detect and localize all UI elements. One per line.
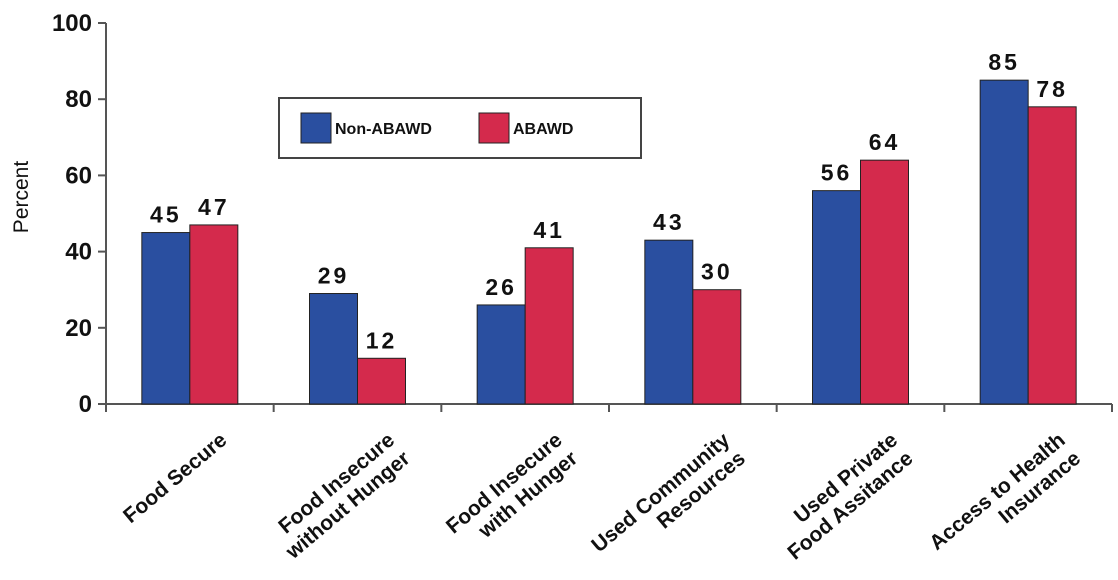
y-axis: 0 20 40 60 80 100: [52, 10, 107, 418]
y-tick-label: 40: [65, 239, 92, 266]
x-axis: [105, 403, 1113, 412]
legend: Non-ABAWD ABAWD: [278, 97, 642, 159]
bar-non-abawd: [476, 304, 526, 405]
bar-non-abawd: [141, 232, 191, 405]
data-label: 43: [653, 209, 685, 235]
y-tick-label: 0: [79, 391, 92, 418]
legend-swatch: [478, 112, 510, 144]
bar-abawd: [860, 159, 909, 405]
legend-label: ABAWD: [513, 121, 573, 138]
y-tick-label: 80: [65, 86, 92, 113]
data-label: 26: [485, 274, 517, 300]
y-axis-label: Percent: [10, 161, 33, 234]
bar-non-abawd: [309, 293, 358, 405]
data-label: 47: [198, 194, 230, 220]
legend-box: [278, 97, 642, 159]
bar-non-abawd: [812, 190, 861, 405]
data-label: 30: [701, 259, 733, 285]
bar-non-abawd: [979, 79, 1029, 405]
bar-abawd: [189, 224, 239, 405]
data-label: 29: [318, 263, 350, 289]
data-label: 41: [533, 217, 565, 243]
data-label: 45: [150, 202, 182, 228]
data-label: 56: [821, 160, 853, 186]
y-tick-label: 100: [52, 10, 92, 37]
legend-swatch: [300, 112, 332, 144]
legend-label: Non-ABAWD: [335, 121, 432, 138]
y-tick-label: 60: [65, 162, 92, 189]
bar-abawd: [1027, 106, 1077, 405]
x-tick-label: Food Secure: [119, 428, 231, 527]
value-labels: 45 47 29 12 26 41 43 30 56 64 85 78: [150, 49, 1068, 353]
data-label: 85: [988, 49, 1020, 75]
bar-abawd: [692, 289, 742, 405]
y-tick-label: 20: [65, 315, 92, 342]
bar-abawd: [357, 357, 406, 405]
bar-non-abawd: [644, 239, 694, 405]
bars: [141, 79, 1077, 405]
data-label: 78: [1036, 76, 1068, 102]
x-tick-label-line: Food Secure: [119, 428, 231, 527]
data-label: 12: [366, 327, 398, 353]
data-label: 64: [869, 129, 901, 155]
bar-abawd: [524, 247, 574, 405]
